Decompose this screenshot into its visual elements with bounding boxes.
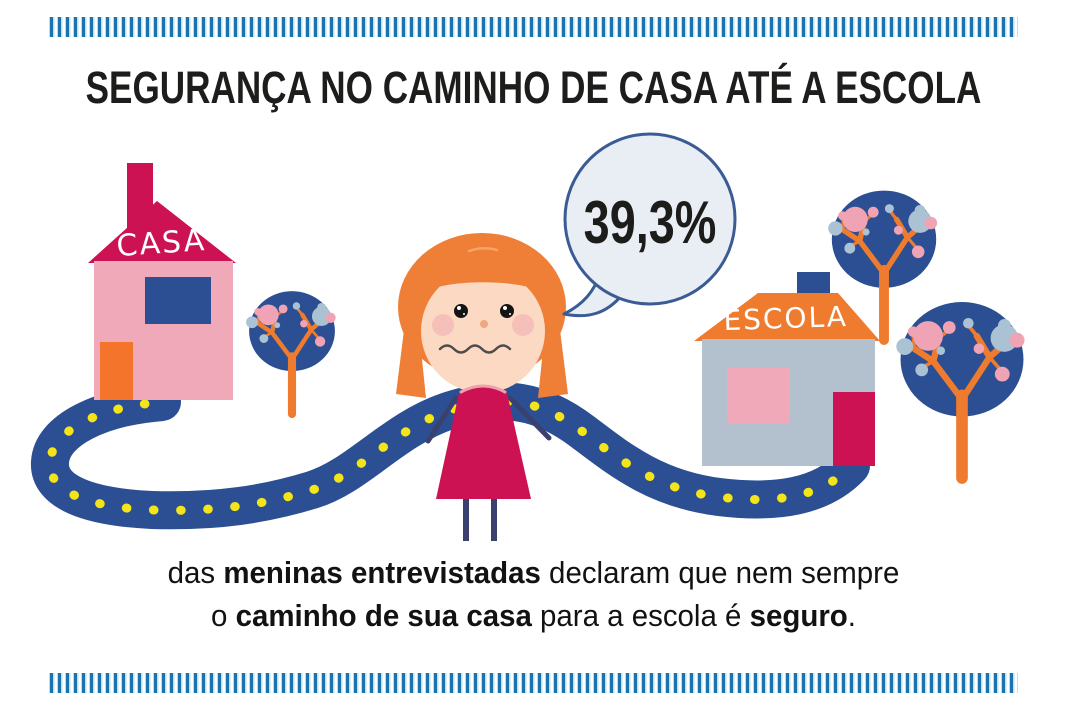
casa-window xyxy=(145,277,211,324)
girl-cheek-left xyxy=(432,314,454,336)
caption: das meninas entrevistadas declaram que n… xyxy=(27,551,1041,637)
school-roof xyxy=(694,293,880,341)
caption-line-1: das meninas entrevistadas declaram que n… xyxy=(167,555,900,590)
girl-collar xyxy=(459,384,507,394)
page-title: SEGURANÇA NO CAMINHO DE CASA ATÉ A ESCOL… xyxy=(85,62,982,113)
caption-line-2: o caminho de sua casa para a escola é se… xyxy=(211,598,856,633)
house-casa-illustration: CASA xyxy=(88,163,236,400)
girl-eye-right-sparkle xyxy=(503,306,507,310)
top-tick-border xyxy=(49,17,1018,37)
girl-arm-right xyxy=(507,395,552,441)
school-illustration: ESCOLA xyxy=(694,272,880,466)
casa-roof xyxy=(88,201,236,263)
speech-bubble: 39,3% xyxy=(562,132,737,318)
title-row: SEGURANÇA NO CAMINHO DE CASA ATÉ A ESCOL… xyxy=(86,62,982,114)
bottom-tick-border xyxy=(49,673,1018,693)
girl-hair-right-lock xyxy=(538,330,568,398)
girl-bangs xyxy=(421,261,545,318)
road-center-dots xyxy=(45,396,856,515)
girl-nose xyxy=(480,320,488,328)
speech-bubble-body xyxy=(563,132,737,306)
girl-worried-mouth xyxy=(438,344,512,354)
girl-eye-right xyxy=(500,304,514,318)
girl-eye-left-sparkle-small xyxy=(463,313,465,315)
escola-label: ESCOLA xyxy=(723,300,849,337)
girl-eye-left-sparkle xyxy=(457,306,461,310)
casa-label: CASA xyxy=(115,223,207,264)
girl-eye-left xyxy=(454,304,468,318)
girl-arm-left xyxy=(425,395,459,444)
tree-bottom-right xyxy=(896,302,1024,478)
girl-dress xyxy=(436,387,531,499)
school-door xyxy=(833,392,875,466)
girl-eye-right-sparkle-small xyxy=(509,313,511,315)
girl-illustration xyxy=(396,233,568,541)
girl-face xyxy=(421,269,545,393)
girl-hair-part xyxy=(467,247,499,253)
casa-door xyxy=(100,342,133,400)
stat-value: 39,3% xyxy=(584,189,717,256)
winding-road xyxy=(31,382,870,530)
tree-left xyxy=(246,291,336,414)
girl-cheek-right xyxy=(512,314,534,336)
school-window xyxy=(727,368,790,423)
girl-hair-left-lock xyxy=(396,330,426,398)
